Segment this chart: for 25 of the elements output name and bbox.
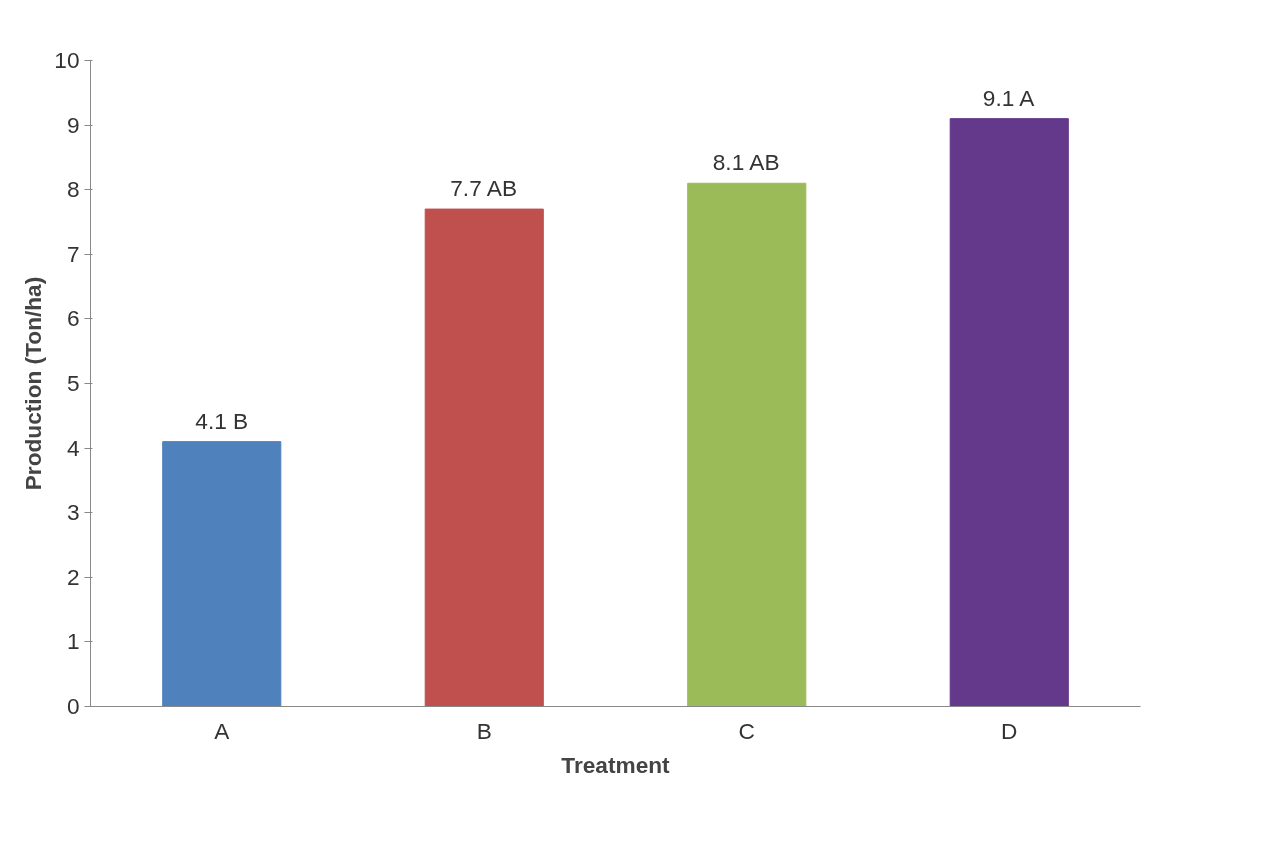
data-label: 9.1 A: [982, 84, 1036, 111]
data-label: 8.1 AB: [712, 149, 780, 176]
data-label: 4.1 B: [195, 407, 249, 434]
y-tick-label: 6: [66, 305, 80, 332]
x-tick-label: D: [1001, 717, 1018, 744]
x-tick-label: B: [476, 717, 492, 744]
y-tick-label: 9: [66, 111, 80, 138]
x-tick-label: A: [214, 717, 231, 744]
y-tick-label: 2: [66, 563, 80, 590]
y-tick-label: 3: [66, 499, 80, 526]
y-tick-label: 1: [66, 628, 80, 655]
y-tick-label: 10: [54, 47, 80, 73]
x-tick-label: C: [738, 717, 755, 744]
x-axis-title: Treatment: [561, 751, 671, 778]
bar: [687, 182, 807, 707]
bar: [424, 208, 544, 707]
y-axis-title: Production (Ton/ha): [20, 276, 47, 491]
y-tick-label: 0: [66, 693, 80, 719]
bar: [949, 118, 1069, 707]
y-tick-label: 8: [66, 176, 80, 203]
y-tick-label: 4: [66, 434, 80, 461]
y-tick-label: 5: [66, 370, 80, 396]
data-label: 7.7 AB: [450, 175, 518, 202]
bar: [162, 441, 282, 707]
y-tick-label: 7: [66, 240, 80, 267]
